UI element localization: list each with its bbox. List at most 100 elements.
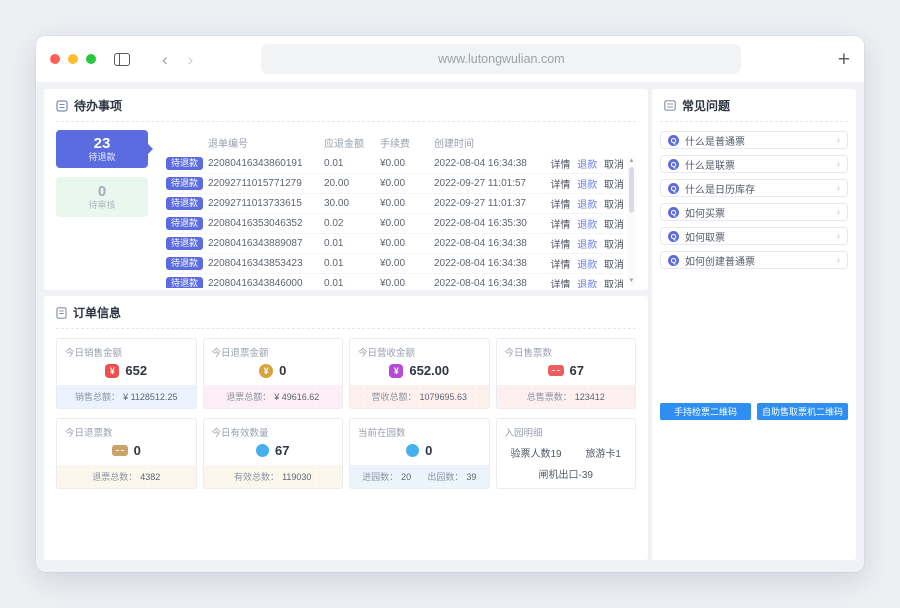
stat-footer: 退票总额： ¥ 49616.62: [203, 385, 342, 408]
pending-review-card[interactable]: 0 待审核: [56, 177, 148, 217]
cancel-link[interactable]: 取消: [604, 260, 624, 271]
forward-button[interactable]: ›: [187, 49, 194, 69]
refund-link[interactable]: 退款: [577, 220, 598, 231]
status-badge: 待退款: [166, 237, 204, 250]
back-button[interactable]: ‹: [162, 49, 168, 69]
chevron-right-icon: ›: [836, 230, 840, 242]
detail-link[interactable]: 详情: [550, 220, 571, 231]
question-icon: Q: [668, 206, 679, 218]
table-row: 待退款 22092711015771279 20.00 ¥0.00 2022-0…: [166, 174, 624, 194]
table-row: 待退款 22092711013733615 30.00 ¥0.00 2022-0…: [166, 194, 624, 214]
refund-link[interactable]: 退款: [577, 240, 598, 251]
refund-amount-icon: ¥: [259, 363, 274, 378]
detail-link[interactable]: 详情: [550, 240, 571, 251]
col-order-no: 退单编号: [208, 138, 248, 150]
cancel-link[interactable]: 取消: [604, 180, 624, 191]
faq-item[interactable]: Q 什么是联票 ›: [660, 155, 848, 173]
cancel-link[interactable]: 取消: [604, 240, 624, 251]
entry-detail-title: 入园明细: [504, 428, 543, 439]
col-amount: 应退金额: [324, 138, 364, 150]
stat-label: 今日售票数: [504, 348, 553, 359]
stat-footer: 进园数： 20 出园数： 39: [350, 465, 489, 488]
refund-link[interactable]: 退款: [577, 260, 598, 271]
row-actions: 详情 退款 取消: [536, 216, 624, 231]
order-number: 22080416343889087: [208, 238, 303, 249]
cancel-link[interactable]: 取消: [604, 200, 624, 211]
row-actions: 详情 退款 取消: [536, 176, 624, 191]
stat-footer: 销售总额： ¥ 1128512.25: [57, 385, 196, 408]
refund-link[interactable]: 退款: [577, 200, 598, 211]
faq-item[interactable]: Q 如何买票 ›: [660, 203, 848, 221]
detail-link[interactable]: 详情: [550, 260, 571, 271]
order-number: 22080416343846000: [208, 278, 303, 288]
stat-card-sales-amount: 今日销售金额 ¥652 销售总额： ¥ 1128512.25: [56, 338, 197, 409]
document-icon: [56, 306, 67, 319]
self-service-machine-qr-button[interactable]: 自助售取票机二维码: [757, 403, 848, 420]
faq-item[interactable]: Q 什么是日历库存 ›: [660, 179, 848, 197]
faq-item[interactable]: Q 如何创建普通票 ›: [660, 251, 848, 269]
stat-label: 今日退票数: [65, 428, 113, 439]
faq-item[interactable]: Q 如何取票 ›: [660, 227, 848, 245]
row-actions: 详情 退款 取消: [536, 196, 624, 211]
close-window-button[interactable]: [50, 54, 60, 64]
faq-item-label: 什么是联票: [685, 160, 735, 172]
refund-amount: 20.00: [324, 178, 350, 189]
pending-review-label: 待审核: [88, 200, 116, 211]
refund-link[interactable]: 退款: [577, 180, 598, 191]
created-time: 2022-08-04 16:34:38: [434, 238, 527, 249]
refund-ticket-icon: [111, 445, 128, 456]
handling-fee: ¥0.00: [380, 158, 406, 169]
question-icon: Q: [668, 230, 679, 242]
row-actions: 详情 退款 取消: [536, 276, 624, 288]
stat-label: 当前在园数: [358, 428, 406, 439]
faq-item-label: 如何创建普通票: [685, 256, 755, 268]
pending-refund-card[interactable]: 23 待退款: [56, 130, 153, 168]
handheld-check-qr-button[interactable]: 手持检票二维码: [660, 403, 751, 420]
scrollbar-thumb[interactable]: [629, 167, 634, 213]
cancel-link[interactable]: 取消: [604, 160, 624, 171]
created-time: 2022-09-27 11:01:57: [434, 178, 527, 189]
table-scrollbar[interactable]: ▲ ▼: [627, 156, 636, 286]
refund-link[interactable]: 退款: [577, 280, 598, 288]
detail-link[interactable]: 详情: [550, 280, 571, 288]
faq-panel-title: 常见问题: [682, 99, 731, 113]
created-time: 2022-08-04 16:34:38: [434, 258, 527, 269]
question-icon: Q: [668, 158, 679, 170]
refund-link[interactable]: 退款: [577, 160, 598, 171]
todo-panel-header: 待办事项: [56, 97, 636, 122]
faq-item[interactable]: Q 什么是普通票 ›: [660, 131, 848, 149]
refund-amount: 0.01: [324, 158, 344, 169]
zoom-window-button[interactable]: [86, 54, 96, 64]
stat-card-refund-amount: 今日退票金额 ¥0 退票总额： ¥ 49616.62: [202, 338, 343, 409]
cancel-link[interactable]: 取消: [604, 280, 624, 288]
address-bar[interactable]: www.lutongwulian.com: [261, 44, 742, 74]
stat-card-revenue-amount: 今日营收金额 ¥652.00 营收总额： 1079695.63: [349, 338, 490, 409]
detail-link[interactable]: 详情: [550, 180, 571, 191]
status-badge: 待退款: [166, 257, 204, 270]
order-number: 22092711015771279: [208, 178, 302, 189]
handling-fee: ¥0.00: [380, 278, 406, 288]
question-icon: Q: [668, 254, 679, 266]
stat-label: 今日有效数量: [211, 428, 269, 439]
table-row: 待退款 22080416353046352 0.02 ¥0.00 2022-08…: [166, 214, 624, 234]
detail-link[interactable]: 详情: [550, 160, 571, 171]
minimize-window-button[interactable]: [68, 54, 78, 64]
scroll-down-icon[interactable]: ▼: [628, 278, 635, 284]
new-tab-button[interactable]: +: [837, 47, 850, 71]
status-badge: 待退款: [166, 177, 204, 190]
stat-value: 0: [425, 443, 433, 458]
scroll-up-icon[interactable]: ▲: [628, 158, 635, 164]
valid-count-icon: [256, 444, 270, 457]
stat-footer: 营收总额： 1079695.63: [350, 385, 489, 408]
checked-visitors: 验票人数19: [510, 449, 562, 460]
handling-fee: ¥0.00: [380, 238, 406, 249]
chevron-right-icon: ›: [836, 158, 840, 170]
status-badge: 待退款: [166, 197, 204, 210]
detail-link[interactable]: 详情: [550, 200, 571, 211]
sales-amount-icon: ¥: [105, 363, 120, 378]
faq-item-label: 什么是普通票: [685, 136, 745, 148]
sidebar-toggle-icon[interactable]: [114, 52, 130, 66]
stat-cards-row-2: 今日退票数 0 退票总数： 4382 今日有效数量 67 有效总数： 119030 …: [56, 418, 636, 489]
order-number: 22080416353046352: [208, 218, 303, 229]
cancel-link[interactable]: 取消: [604, 220, 624, 231]
